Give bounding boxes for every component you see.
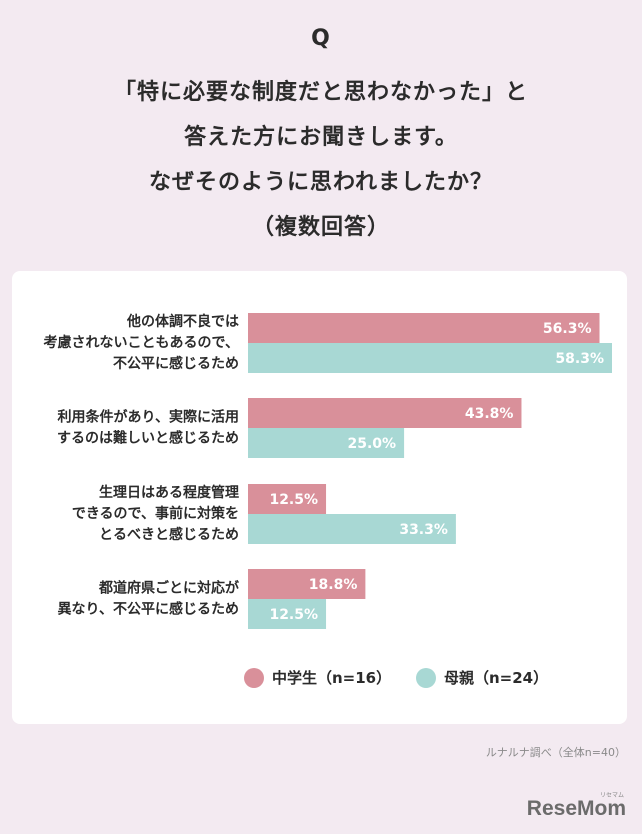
category-label: とるべきと感じるため bbox=[99, 526, 239, 543]
bar-value-label: 12.5% bbox=[269, 607, 318, 623]
category-label: 生理日はある程度管理 bbox=[99, 484, 239, 501]
category-label: 異なり、不公平に感じるため bbox=[58, 601, 239, 618]
question-line: なぜそのように思われましたか？ bbox=[149, 170, 493, 195]
question-mark: Q bbox=[311, 26, 331, 51]
category-label: 他の体調不良では bbox=[126, 313, 239, 330]
brand-kana: リセマム bbox=[599, 792, 624, 799]
bar-mothers bbox=[248, 343, 612, 373]
bar-value-label: 33.3% bbox=[399, 522, 448, 538]
legend-label: 母親（n=24） bbox=[444, 669, 549, 687]
bar-mothers bbox=[248, 428, 405, 458]
category-label: できるので、事前に対策を bbox=[72, 505, 239, 522]
bar-value-label: 18.8% bbox=[309, 577, 358, 593]
question-line: 「特に必要な制度だと思わなかった」と bbox=[113, 80, 528, 105]
legend-swatch bbox=[416, 667, 436, 688]
source-note: ルナルナ調べ（全体n=40） bbox=[485, 746, 626, 759]
bar-students bbox=[248, 484, 327, 514]
bar-value-label: 56.3% bbox=[543, 321, 592, 337]
legend-item-students: 中学生（n=16） bbox=[244, 667, 391, 688]
brand-logo: ReseMom bbox=[526, 797, 626, 820]
question-line: 答えた方にお聞きします。 bbox=[184, 125, 458, 150]
legend-label: 中学生（n=16） bbox=[272, 669, 392, 687]
bar-mothers bbox=[248, 514, 456, 544]
bar-value-label: 43.8% bbox=[465, 406, 514, 422]
bar-mothers bbox=[248, 599, 327, 629]
category-label: 都道府県ごとに対応が bbox=[98, 580, 240, 597]
category-label: するのは難しいと感じるため bbox=[57, 430, 239, 447]
legend-swatch bbox=[244, 667, 264, 688]
question-line: （複数回答） bbox=[251, 215, 390, 240]
bar-value-label: 25.0% bbox=[348, 436, 397, 452]
question-text: 「特に必要な制度だと思わなかった」と 答えた方にお聞きします。 なぜそのように思… bbox=[0, 70, 642, 250]
bar-students bbox=[248, 313, 600, 343]
bar-students bbox=[248, 398, 522, 428]
category-label: 不公平に感じるため bbox=[113, 355, 239, 372]
legend-item-mothers: 母親（n=24） bbox=[416, 667, 548, 688]
category-label: 利用条件があり、実際に活用 bbox=[58, 409, 239, 426]
bar-students bbox=[248, 569, 366, 599]
bar-value-label: 12.5% bbox=[269, 492, 318, 508]
category-label: 考慮されないこともあるので、 bbox=[44, 334, 239, 351]
bar-value-label: 58.3% bbox=[555, 351, 604, 367]
